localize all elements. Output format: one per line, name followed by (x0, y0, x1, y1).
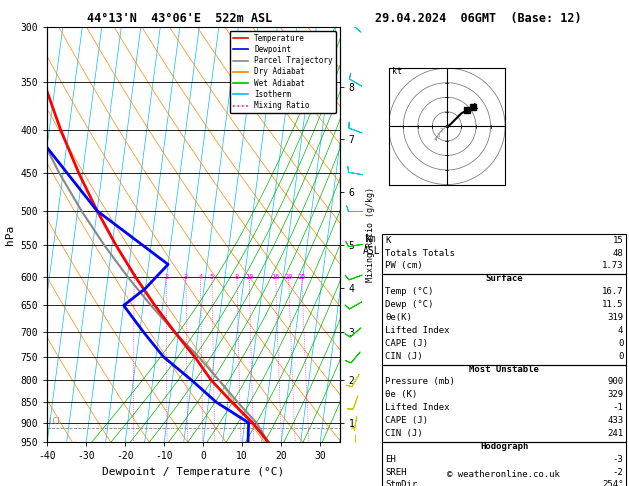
Text: Most Unstable: Most Unstable (469, 364, 539, 374)
Text: 16: 16 (271, 274, 280, 279)
Text: 1: 1 (132, 274, 136, 279)
Text: 3: 3 (184, 274, 188, 279)
Text: StmDir: StmDir (385, 481, 417, 486)
Text: 3: 3 (437, 133, 440, 138)
Text: CIN (J): CIN (J) (385, 352, 423, 361)
Text: K: K (385, 236, 391, 245)
Text: θe(K): θe(K) (385, 313, 412, 322)
Text: 4: 4 (618, 326, 623, 335)
Text: -3: -3 (613, 455, 623, 464)
Text: 433: 433 (607, 416, 623, 425)
Bar (382, 364, 626, 442)
Text: CAPE (J): CAPE (J) (385, 339, 428, 348)
Text: Pressure (mb): Pressure (mb) (385, 378, 455, 386)
Text: 1.73: 1.73 (602, 261, 623, 271)
Bar (382, 442, 626, 486)
Text: 4: 4 (434, 137, 437, 142)
Text: 8: 8 (235, 274, 239, 279)
Bar (382, 234, 626, 274)
Text: CIN (J): CIN (J) (385, 429, 423, 438)
Text: 0: 0 (618, 352, 623, 361)
Text: 10: 10 (245, 274, 253, 279)
Text: Mixing Ratio (g/kg): Mixing Ratio (g/kg) (366, 187, 375, 282)
Bar (382, 274, 626, 364)
Text: 900: 900 (607, 378, 623, 386)
Text: 254°: 254° (602, 481, 623, 486)
Text: -2: -2 (613, 468, 623, 477)
Text: 2: 2 (164, 274, 169, 279)
Text: 20: 20 (284, 274, 293, 279)
Text: Lifted Index: Lifted Index (385, 403, 450, 412)
Text: 16.7: 16.7 (602, 287, 623, 296)
Text: kt: kt (392, 67, 402, 76)
Text: Hodograph: Hodograph (480, 442, 528, 451)
Text: 25: 25 (298, 274, 306, 279)
Text: Lifted Index: Lifted Index (385, 326, 450, 335)
Text: © weatheronline.co.uk: © weatheronline.co.uk (447, 469, 560, 479)
Text: 329: 329 (607, 390, 623, 399)
Text: 15: 15 (613, 236, 623, 245)
X-axis label: Dewpoint / Temperature (°C): Dewpoint / Temperature (°C) (103, 467, 284, 477)
Y-axis label: hPa: hPa (5, 225, 15, 244)
Text: Temp (°C): Temp (°C) (385, 287, 433, 296)
Text: 11.5: 11.5 (602, 300, 623, 309)
Text: CAPE (J): CAPE (J) (385, 416, 428, 425)
Text: θe (K): θe (K) (385, 390, 417, 399)
Text: LCL: LCL (48, 417, 62, 426)
Text: 319: 319 (607, 313, 623, 322)
Text: 241: 241 (607, 429, 623, 438)
Text: 48: 48 (613, 249, 623, 258)
Y-axis label: km
ASL: km ASL (362, 235, 380, 256)
Text: 2: 2 (440, 128, 443, 133)
Text: PW (cm): PW (cm) (385, 261, 423, 271)
Text: 29.04.2024  06GMT  (Base: 12): 29.04.2024 06GMT (Base: 12) (375, 12, 581, 25)
Legend: Temperature, Dewpoint, Parcel Trajectory, Dry Adiabat, Wet Adiabat, Isotherm, Mi: Temperature, Dewpoint, Parcel Trajectory… (230, 31, 336, 113)
Text: Dewp (°C): Dewp (°C) (385, 300, 433, 309)
Text: -1: -1 (613, 403, 623, 412)
Text: EH: EH (385, 455, 396, 464)
Text: 44°13'N  43°06'E  522m ASL: 44°13'N 43°06'E 522m ASL (87, 12, 272, 25)
Text: SREH: SREH (385, 468, 406, 477)
Text: 4: 4 (198, 274, 203, 279)
Text: Surface: Surface (486, 274, 523, 283)
Text: Totals Totals: Totals Totals (385, 249, 455, 258)
Text: 0: 0 (618, 339, 623, 348)
Text: 5: 5 (210, 274, 214, 279)
